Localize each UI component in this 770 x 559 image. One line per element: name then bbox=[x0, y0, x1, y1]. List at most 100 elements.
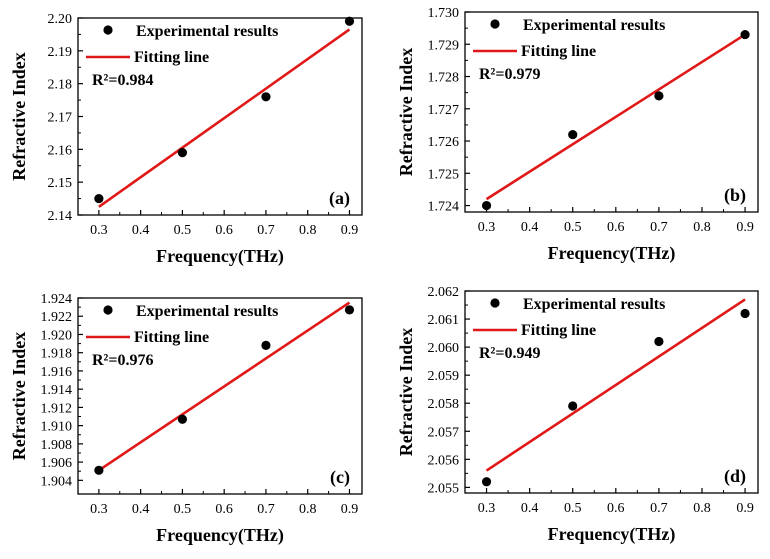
x-tick-label: 0.6 bbox=[215, 223, 233, 238]
panel-label: (b) bbox=[724, 185, 746, 206]
x-tick-label: 0.3 bbox=[478, 220, 496, 235]
data-point bbox=[344, 305, 355, 315]
x-tick-label: 0.3 bbox=[478, 501, 496, 516]
y-tick-label: 1.726 bbox=[428, 135, 460, 150]
data-point bbox=[481, 200, 492, 211]
y-tick-label: 2.20 bbox=[48, 12, 73, 27]
data-point bbox=[94, 193, 104, 204]
legend-label-experimental: Experimental results bbox=[136, 303, 278, 320]
y-axis-label: Refractive Index bbox=[9, 52, 29, 180]
x-tick-label: 0.5 bbox=[564, 501, 582, 516]
fitting-line bbox=[485, 33, 746, 201]
legend-label-experimental: Experimental results bbox=[136, 23, 278, 40]
y-tick-label: 1.730 bbox=[428, 6, 460, 21]
data-point bbox=[261, 340, 271, 351]
x-tick-label: 0.8 bbox=[693, 501, 711, 516]
y-tick-label: 2.057 bbox=[428, 425, 460, 440]
data-point bbox=[481, 477, 492, 487]
plot-frame bbox=[77, 17, 363, 216]
x-tick-label: 0.8 bbox=[299, 223, 317, 238]
x-tick-label: 0.5 bbox=[564, 220, 582, 235]
x-tick-label: 0.3 bbox=[90, 223, 108, 238]
y-tick-label: 1.922 bbox=[41, 310, 73, 325]
r-squared-annotation: R²=0.949 bbox=[479, 345, 540, 362]
y-tick-label: 1.908 bbox=[41, 438, 73, 453]
chart-panel-3: 0.3 0.4 0.5 0.6 0.7 0.8 0.9 1.904 1.906 1.908 1.91… bbox=[9, 292, 363, 546]
x-tick-label: 0.7 bbox=[650, 501, 668, 516]
legend-label-experimental: Experimental results bbox=[523, 17, 665, 34]
y-tick-label: 2.055 bbox=[428, 481, 460, 496]
y-tick-label: 2.059 bbox=[428, 369, 460, 384]
y-tick-label: 1.910 bbox=[41, 420, 73, 435]
panel-label: (a) bbox=[329, 188, 350, 209]
legend-label-fitting: Fitting line bbox=[521, 43, 596, 60]
chart-panel-2: 0.3 0.4 0.5 0.6 0.7 0.8 0.9 1.724 1.725 1.726 1.72… bbox=[396, 6, 759, 264]
legend-label-fitting: Fitting line bbox=[134, 49, 209, 66]
x-tick-label: 0.4 bbox=[521, 220, 539, 235]
r-squared-annotation: R²=0.979 bbox=[479, 66, 540, 83]
y-tick-label: 2.18 bbox=[48, 78, 73, 93]
data-point bbox=[344, 16, 355, 26]
legend-marker-experimental bbox=[490, 19, 500, 29]
r-squared-annotation: R²=0.976 bbox=[92, 352, 153, 369]
y-tick-label: 1.920 bbox=[41, 328, 73, 343]
x-tick-label: 0.5 bbox=[174, 223, 192, 238]
y-tick-label: 1.914 bbox=[41, 383, 73, 398]
x-axis-label: Frequency(THz) bbox=[156, 525, 284, 546]
data-point bbox=[654, 336, 664, 347]
x-axis-label: Frequency(THz) bbox=[548, 243, 676, 264]
y-tick-label: 1.912 bbox=[41, 401, 73, 416]
x-tick-label: 0.9 bbox=[341, 502, 359, 517]
y-tick-label: 2.19 bbox=[48, 45, 73, 60]
x-tick-label: 0.9 bbox=[736, 501, 754, 516]
y-tick-label: 1.729 bbox=[428, 38, 460, 53]
x-tick-label: 0.7 bbox=[650, 220, 668, 235]
x-tick-label: 0.9 bbox=[341, 223, 359, 238]
x-tick-label: 0.4 bbox=[521, 501, 539, 516]
y-axis-label: Refractive Index bbox=[396, 48, 416, 176]
y-tick-label: 2.060 bbox=[428, 341, 460, 356]
y-tick-label: 2.062 bbox=[428, 285, 460, 300]
y-tick-label: 1.906 bbox=[41, 456, 73, 471]
y-tick-label: 1.918 bbox=[41, 347, 73, 362]
y-tick-label: 2.17 bbox=[48, 111, 73, 126]
fitting-line bbox=[98, 28, 351, 208]
y-axis-label: Refractive Index bbox=[396, 328, 416, 456]
legend-label-experimental: Experimental results bbox=[523, 296, 665, 313]
fitting-line bbox=[98, 301, 351, 472]
legend-marker-experimental bbox=[103, 305, 113, 315]
y-tick-label: 1.728 bbox=[428, 71, 460, 86]
plot-frame bbox=[464, 11, 759, 213]
data-point bbox=[740, 308, 750, 319]
x-tick-label: 0.6 bbox=[607, 220, 625, 235]
data-point bbox=[568, 129, 578, 140]
chart-panel-4: 0.3 0.4 0.5 0.6 0.7 0.8 0.9 2.055 2.056 2.057 2.05… bbox=[396, 285, 759, 545]
x-tick-label: 0.4 bbox=[132, 502, 150, 517]
y-tick-label: 1.724 bbox=[428, 200, 460, 215]
r-squared-annotation: R²=0.984 bbox=[92, 72, 153, 89]
data-point bbox=[177, 148, 188, 158]
y-tick-label: 2.061 bbox=[428, 313, 460, 328]
y-tick-label: 1.727 bbox=[428, 103, 460, 118]
data-point bbox=[568, 401, 578, 411]
y-tick-label: 2.056 bbox=[428, 453, 460, 468]
data-point bbox=[654, 91, 664, 101]
x-axis-label: Frequency(THz) bbox=[156, 246, 284, 267]
y-tick-label: 2.058 bbox=[428, 397, 460, 412]
data-point bbox=[94, 465, 104, 475]
x-axis-label: Frequency(THz) bbox=[548, 524, 676, 545]
x-tick-label: 0.6 bbox=[215, 502, 233, 517]
y-tick-label: 2.15 bbox=[48, 176, 73, 191]
x-tick-label: 0.8 bbox=[693, 220, 711, 235]
fitting-line bbox=[485, 298, 746, 472]
chart-panel-1: 0.3 0.4 0.5 0.6 0.7 0.8 0.9 2.14 2.15 2.16 2.17 2.1… bbox=[9, 12, 363, 267]
panel-label: (c) bbox=[330, 467, 350, 488]
y-tick-label: 1.904 bbox=[41, 474, 73, 489]
data-point bbox=[740, 29, 750, 40]
y-tick-label: 2.14 bbox=[48, 209, 73, 224]
x-tick-label: 0.7 bbox=[257, 502, 275, 517]
legend-label-fitting: Fitting line bbox=[521, 322, 596, 339]
y-axis-label: Refractive Index bbox=[9, 332, 29, 460]
panel-label: (d) bbox=[724, 466, 746, 487]
